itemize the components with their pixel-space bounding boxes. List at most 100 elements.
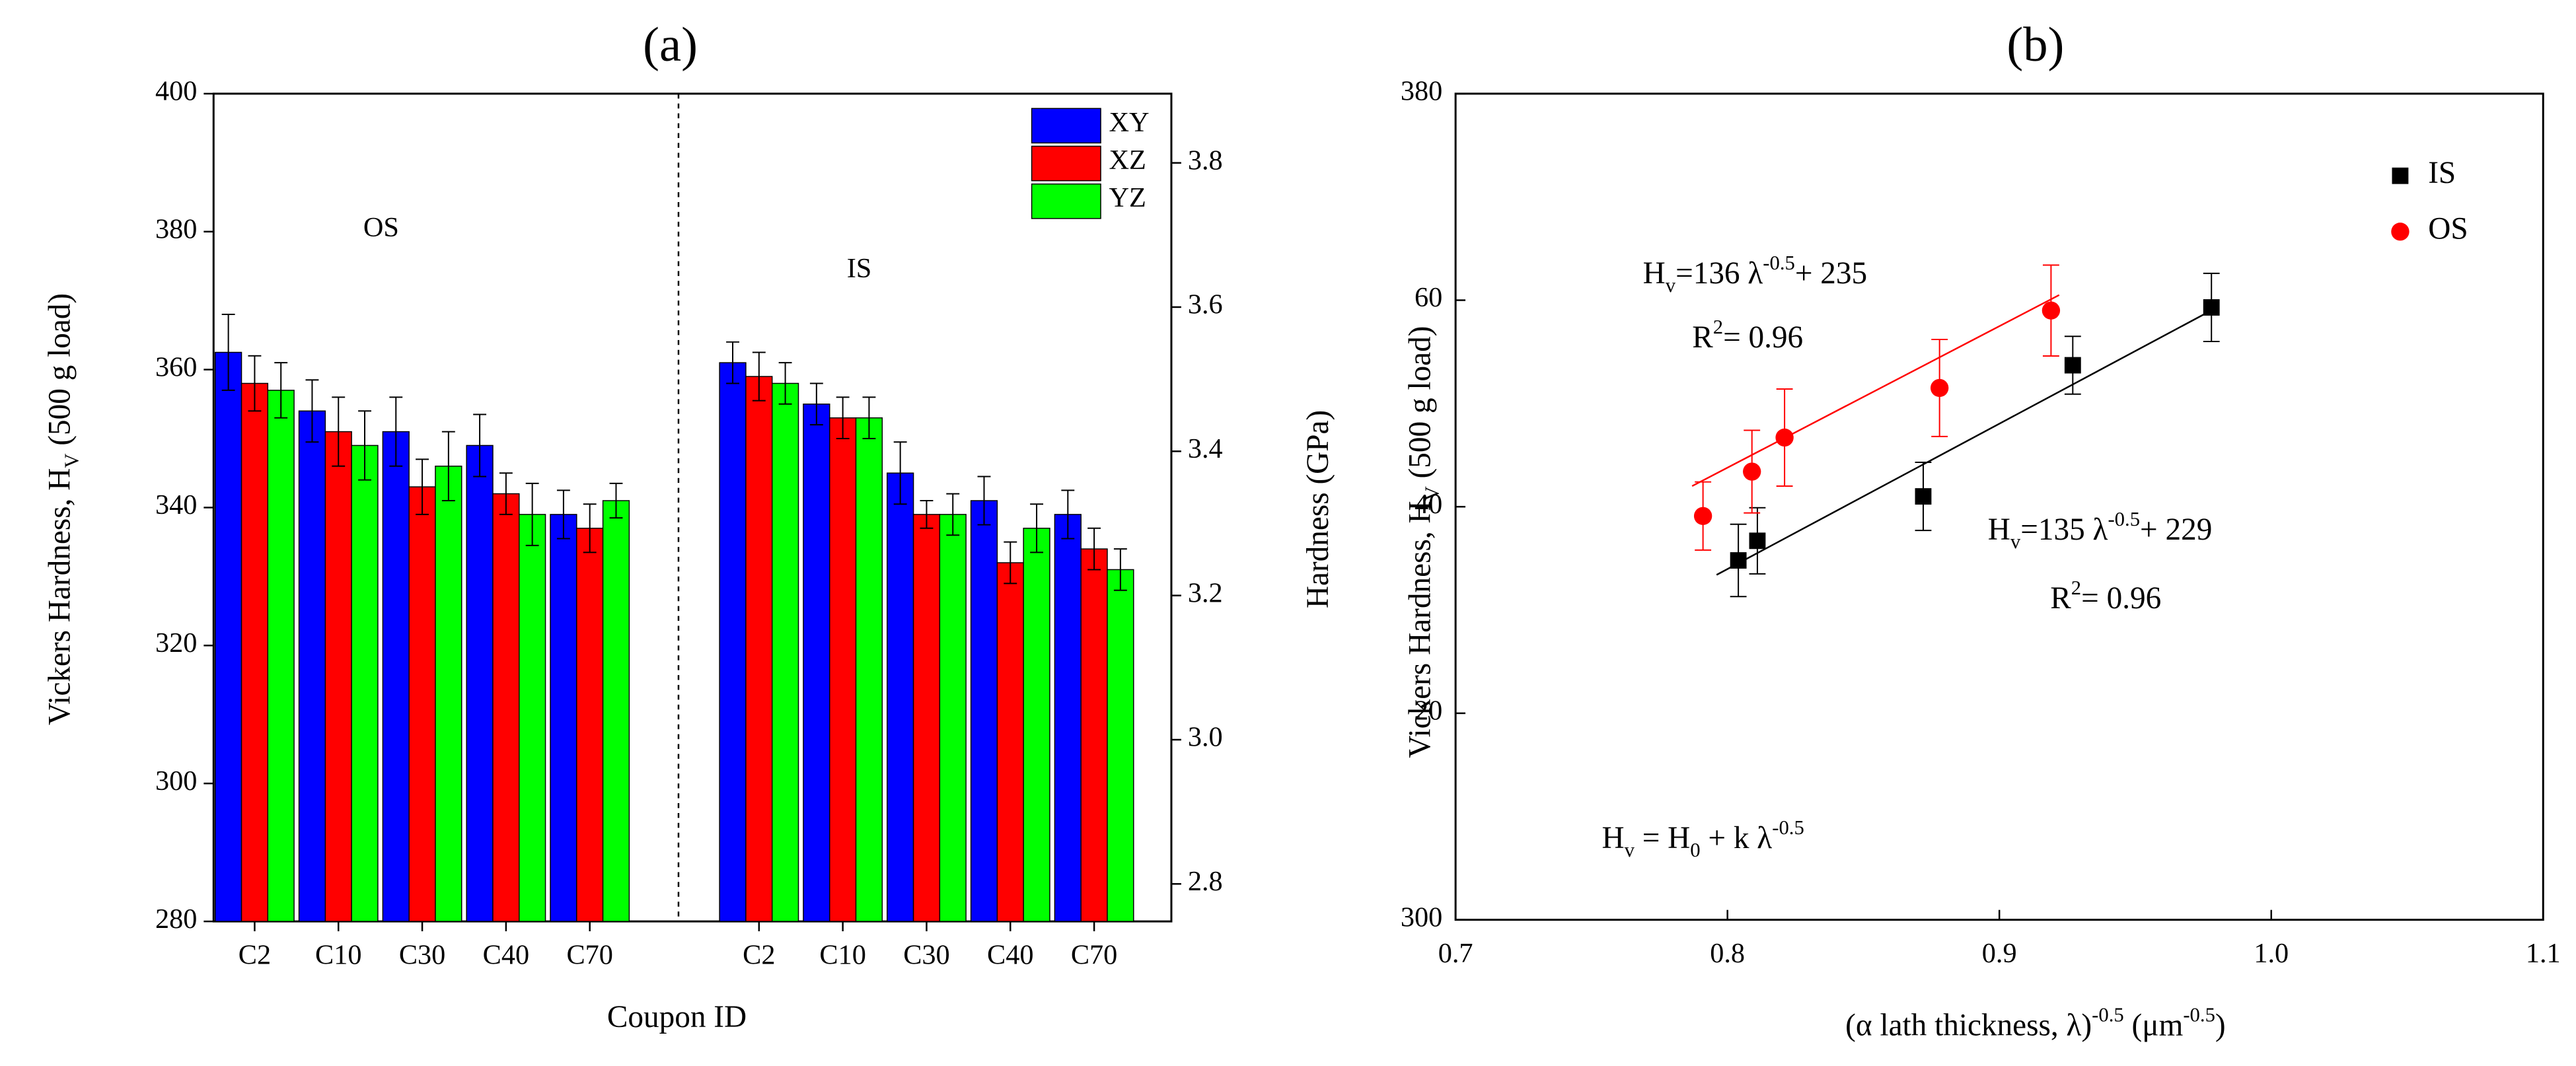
group-label: IS bbox=[847, 253, 872, 284]
bar bbox=[550, 514, 577, 922]
point bbox=[1693, 507, 1712, 525]
error-bar bbox=[609, 482, 623, 519]
annotation-part: v bbox=[1625, 839, 1635, 861]
y-tick-label: 280 bbox=[155, 904, 197, 935]
x-tick-label: C40 bbox=[987, 939, 1033, 970]
error-bar bbox=[1113, 548, 1127, 591]
error-bar bbox=[1004, 541, 1017, 585]
annotation-part: 2 bbox=[2071, 577, 2081, 599]
y2-tick-label: 3.4 bbox=[1188, 433, 1223, 464]
bar bbox=[828, 417, 857, 922]
bar bbox=[351, 444, 379, 922]
bar bbox=[602, 500, 630, 922]
bar bbox=[996, 562, 1024, 922]
error-bar bbox=[473, 413, 487, 478]
x-tick-label: C30 bbox=[399, 939, 445, 970]
x-tick-label: C70 bbox=[566, 939, 612, 970]
bar bbox=[435, 466, 462, 922]
point bbox=[1775, 428, 1794, 447]
error-bar bbox=[389, 396, 403, 467]
annotation-part: H bbox=[1601, 821, 1624, 855]
point bbox=[2064, 357, 2081, 374]
y-tick-label: 340 bbox=[155, 489, 197, 520]
error-bar bbox=[499, 472, 513, 515]
bar bbox=[214, 351, 242, 922]
annotation-part: 2 bbox=[1713, 316, 1723, 338]
bar bbox=[771, 382, 799, 922]
y-axis-label: Vickers Hardness, HV (500 g load) bbox=[42, 293, 83, 725]
bar bbox=[519, 514, 546, 922]
error-bar bbox=[862, 396, 876, 440]
error-bar bbox=[525, 482, 539, 546]
bar bbox=[267, 390, 295, 922]
bar bbox=[887, 472, 914, 922]
annotation-part: R bbox=[1692, 320, 1713, 355]
annotation: R2= 0.96 bbox=[1692, 316, 1803, 355]
x-tick-label: 0.8 bbox=[1710, 938, 1745, 969]
bar bbox=[240, 382, 269, 922]
y-tick-label: 380 bbox=[155, 213, 197, 244]
bar bbox=[298, 410, 326, 922]
bar bbox=[939, 514, 967, 922]
y-axis-label-part: Vickers Hardness, H bbox=[1403, 501, 1437, 758]
y-axis-label-part: (500 g load) bbox=[1403, 326, 1437, 487]
legend-label: YZ bbox=[1109, 182, 1146, 213]
y2-tick-label: 3.8 bbox=[1188, 145, 1223, 176]
error-bar bbox=[221, 314, 235, 391]
y-tick-label: 380 bbox=[1401, 76, 1442, 107]
y-tick-label: 360 bbox=[155, 351, 197, 382]
y-tick-label: 320 bbox=[155, 627, 197, 658]
error-bar bbox=[809, 382, 823, 426]
point bbox=[1930, 378, 1949, 398]
y-tick-label: 20 bbox=[1415, 695, 1442, 727]
legend-swatch bbox=[1031, 108, 1101, 144]
annotation: Hv=136 λ-0.5+ 235 bbox=[1643, 252, 1868, 297]
legend-marker bbox=[2392, 167, 2409, 184]
annotation-part: + k λ bbox=[1701, 821, 1773, 855]
x-axis-label-part: ) bbox=[2215, 1009, 2226, 1043]
error-bar bbox=[752, 351, 766, 402]
annotation-part: + 229 bbox=[2140, 513, 2212, 547]
x-axis-label-part: -0.5 bbox=[2183, 1004, 2215, 1026]
error-bar bbox=[726, 341, 739, 384]
annotation-part: = 0.96 bbox=[2081, 581, 2161, 616]
bar bbox=[1054, 514, 1082, 922]
bar bbox=[324, 431, 352, 922]
y-tick-label: 300 bbox=[1401, 902, 1442, 933]
y2-tick-label: 2.8 bbox=[1188, 866, 1223, 897]
legend-label: IS bbox=[2428, 156, 2456, 190]
legend-label: XZ bbox=[1109, 145, 1146, 176]
annotation-part: =135 λ bbox=[2020, 513, 2108, 547]
y-axis-label-part: V bbox=[1420, 486, 1443, 501]
annotation-part: H bbox=[1643, 256, 1666, 291]
y-axis-label: Vickers Hardness, HV (500 g load) bbox=[1403, 326, 1443, 758]
error-bar bbox=[1061, 489, 1075, 540]
annotation: Hv=135 λ-0.5+ 229 bbox=[1988, 508, 2213, 553]
y2-axis-label: Hardness (GPa) bbox=[1301, 410, 1335, 608]
x-tick-label: C40 bbox=[483, 939, 529, 970]
bar bbox=[1080, 548, 1108, 922]
annotation-part: = 0.96 bbox=[1723, 320, 1803, 355]
legend-marker bbox=[2391, 223, 2410, 241]
y2-tick-label: 3.6 bbox=[1188, 289, 1223, 320]
x-tick-label: C2 bbox=[239, 939, 271, 970]
point bbox=[2203, 299, 2220, 316]
annotation-part: -0.5 bbox=[1772, 816, 1804, 839]
annotation-part: = H bbox=[1635, 821, 1690, 855]
error-bar bbox=[778, 362, 792, 405]
y-axis-label-part: Vickers Hardness, H bbox=[42, 468, 77, 725]
error-bar bbox=[305, 379, 319, 443]
annotation-part: + 235 bbox=[1795, 256, 1867, 291]
error-bar bbox=[946, 493, 960, 536]
y-tick-label: 300 bbox=[155, 765, 197, 797]
bar bbox=[745, 376, 773, 922]
annotation-part: =136 λ bbox=[1675, 256, 1763, 291]
error-bar bbox=[274, 362, 288, 419]
y2-tick-label: 3.0 bbox=[1188, 722, 1223, 753]
y-tick-label: 40 bbox=[1415, 489, 1442, 520]
bar bbox=[855, 417, 883, 922]
y-tick-label: 60 bbox=[1415, 282, 1442, 313]
bar bbox=[492, 493, 520, 922]
annotation-part: -0.5 bbox=[2108, 508, 2140, 530]
annotation: R2= 0.96 bbox=[2050, 577, 2161, 616]
